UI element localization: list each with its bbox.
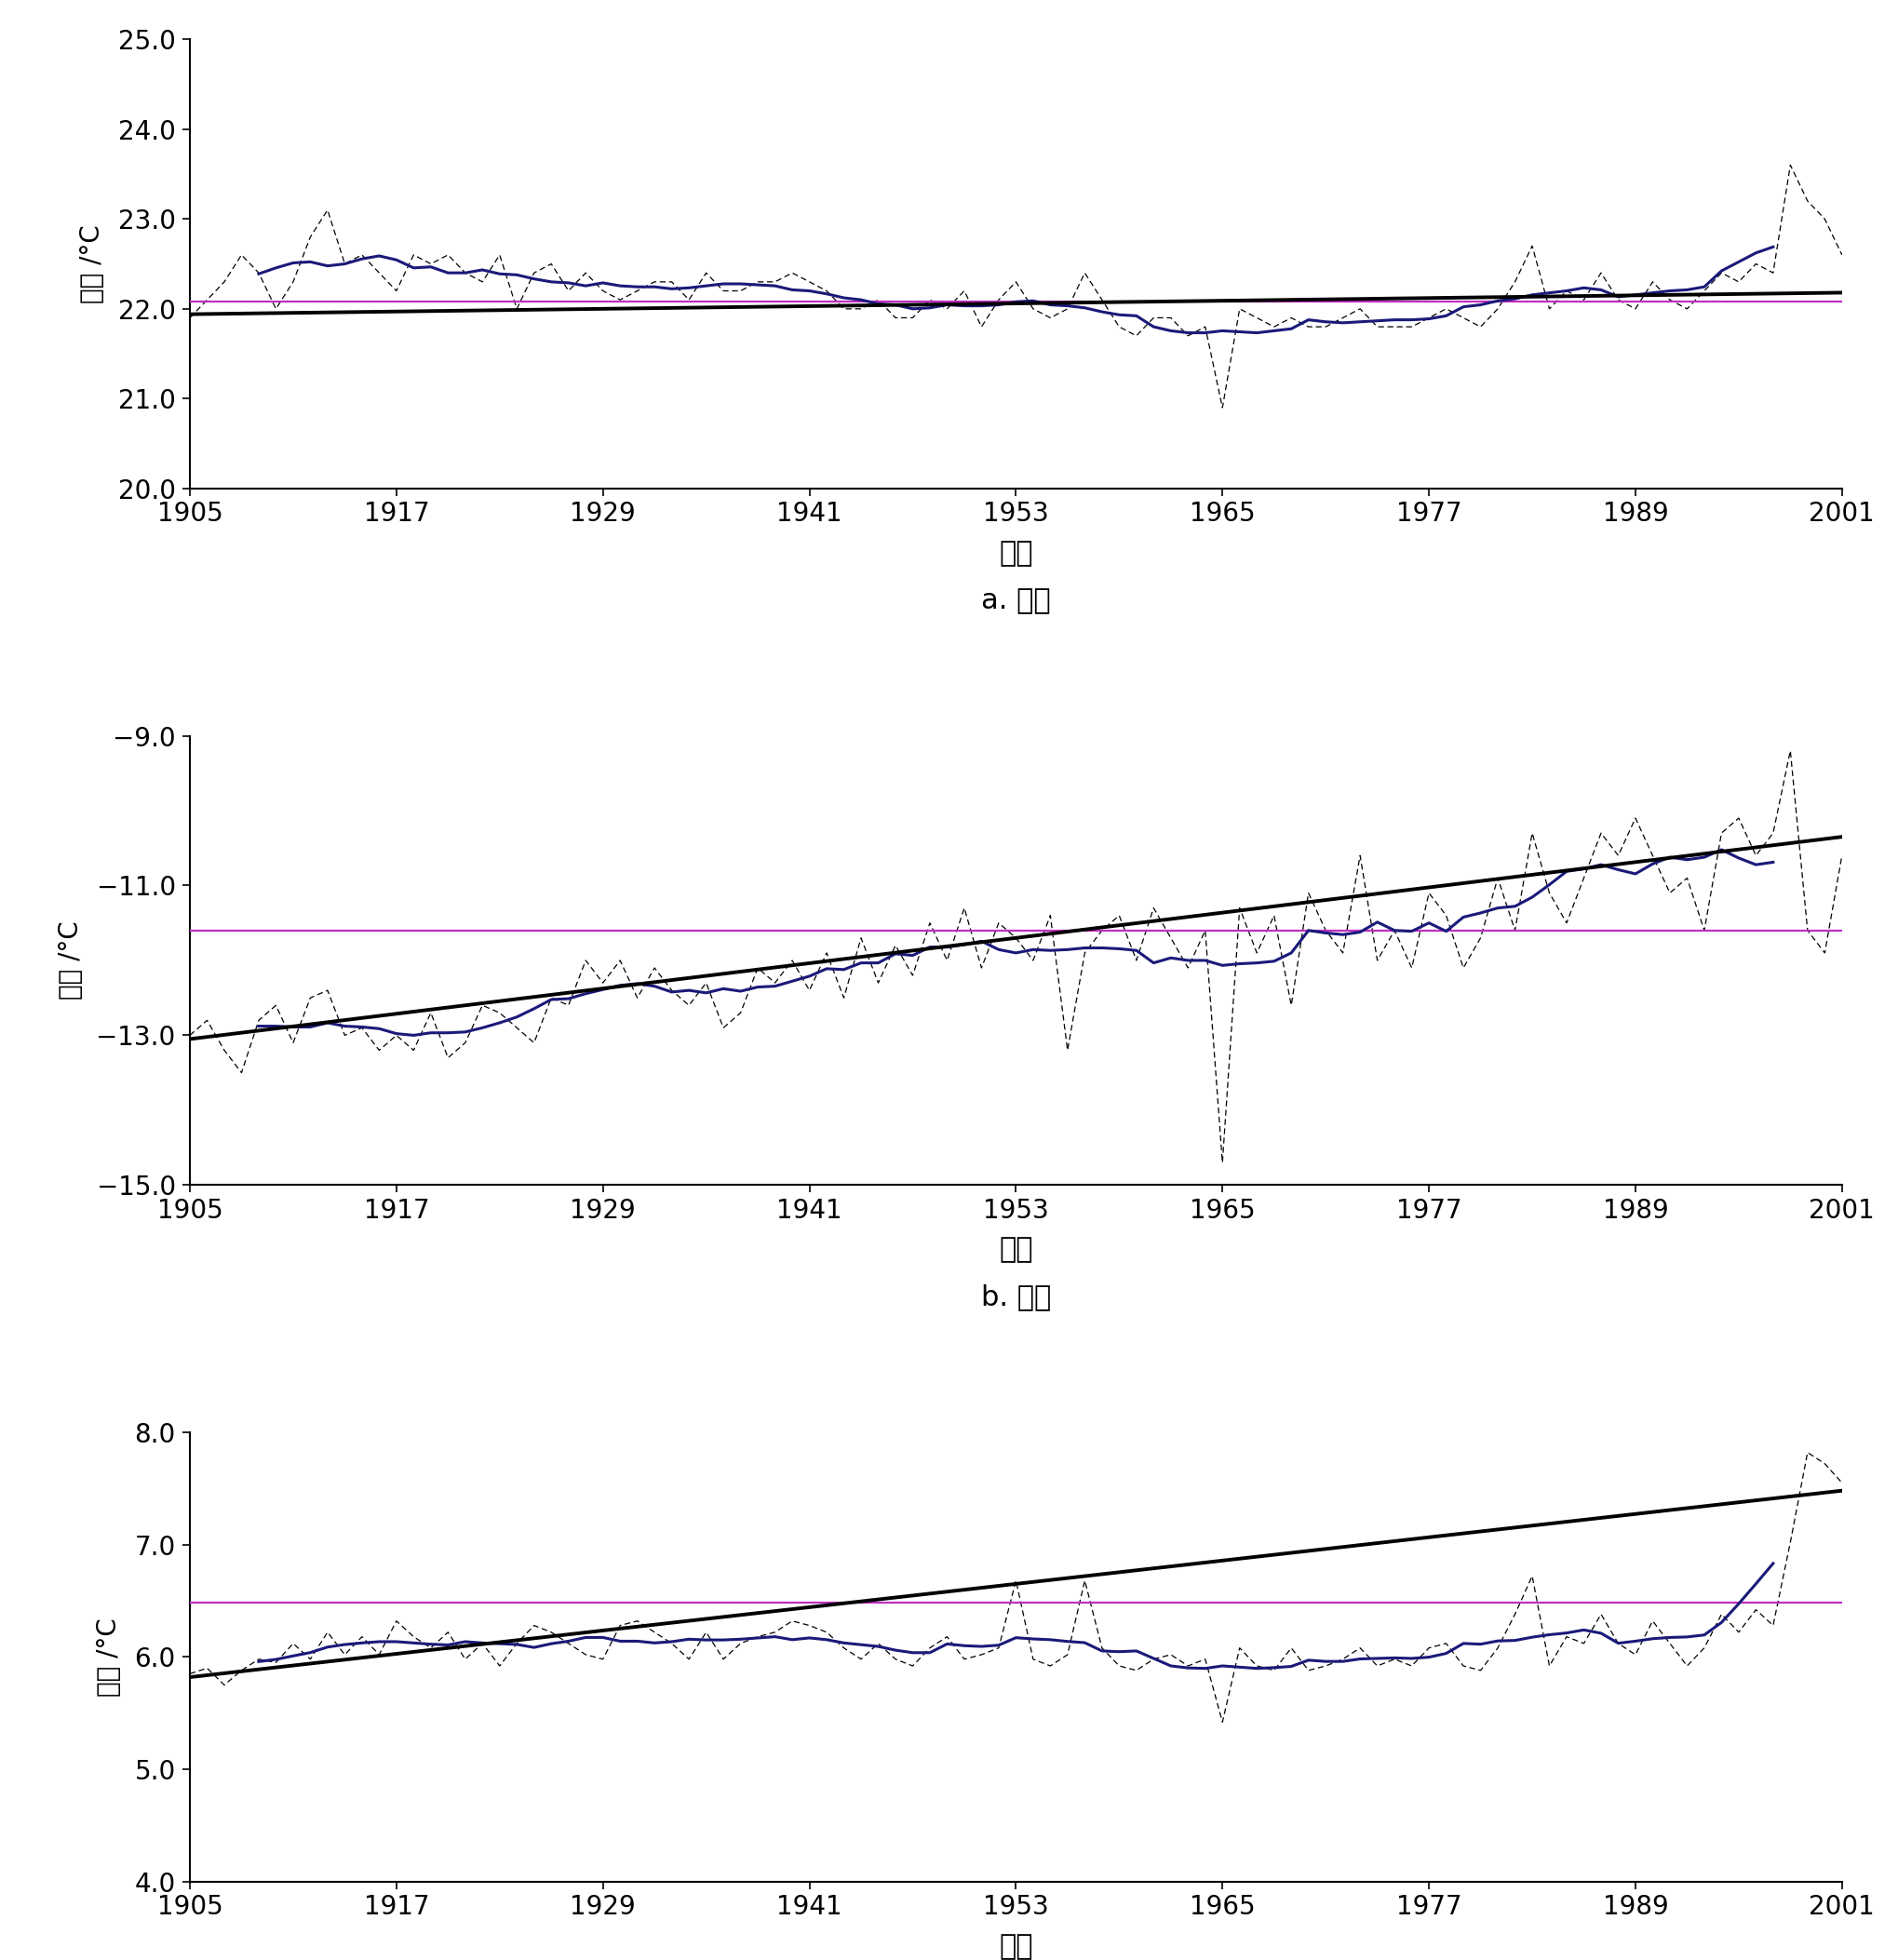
Y-axis label: 气温 /°C: 气温 /°C (57, 921, 84, 1000)
Text: b. 冬季: b. 冬季 (981, 1284, 1050, 1311)
Y-axis label: 气温 /°C: 气温 /°C (80, 225, 104, 304)
X-axis label: 年份: 年份 (998, 1237, 1033, 1264)
X-axis label: 年份: 年份 (998, 1933, 1033, 1960)
Y-axis label: 气温 /°C: 气温 /°C (95, 1617, 121, 1695)
X-axis label: 年份: 年份 (998, 539, 1033, 566)
Text: a. 夏季: a. 夏季 (981, 588, 1050, 613)
